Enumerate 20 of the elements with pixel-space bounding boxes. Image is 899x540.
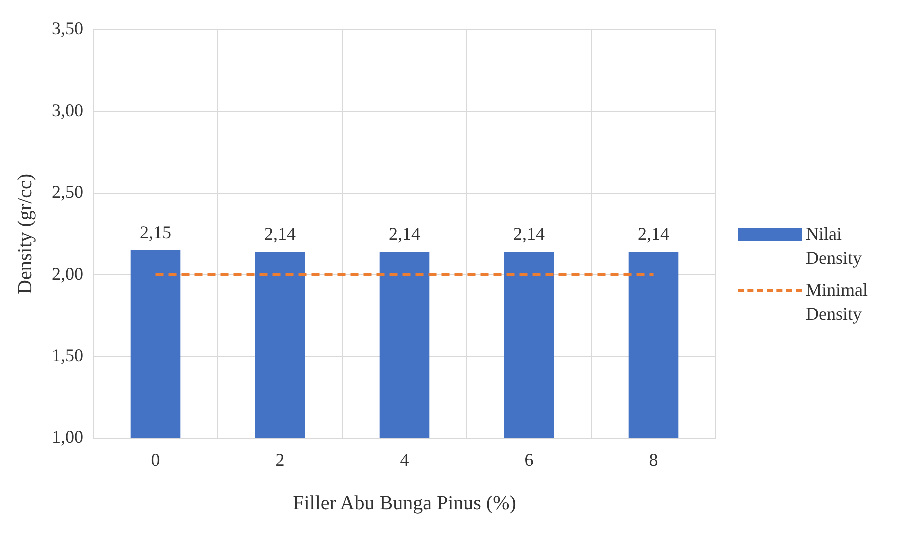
data-label: 2,15	[140, 222, 172, 242]
x-tick-label: 6	[524, 450, 534, 470]
y-tick-label: 1,00	[52, 427, 84, 448]
x-axis-title: Filler Abu Bunga Pinus (%)	[293, 492, 516, 514]
x-tick-label: 2	[276, 450, 285, 470]
y-tick-label: 3,50	[52, 18, 84, 39]
y-tick-label: 2,00	[52, 264, 84, 284]
y-tick-label: 2,50	[52, 182, 84, 202]
x-tick-label: 8	[649, 450, 658, 470]
legend-label: Nilai Density	[806, 223, 863, 270]
data-label: 2,14	[514, 224, 545, 244]
y-axis-title: Density (gr/cc)	[14, 174, 36, 294]
data-label: 2,14	[264, 224, 296, 244]
x-tick-label: 4	[400, 450, 410, 470]
y-tick-label: 1,50	[52, 345, 84, 366]
x-tick-label: 0	[151, 450, 160, 470]
data-label: 2,14	[389, 224, 420, 244]
data-label: 2,14	[638, 224, 670, 244]
legend-label: Minimal Density	[806, 279, 869, 326]
y-tick-label: 3,00	[52, 100, 84, 120]
